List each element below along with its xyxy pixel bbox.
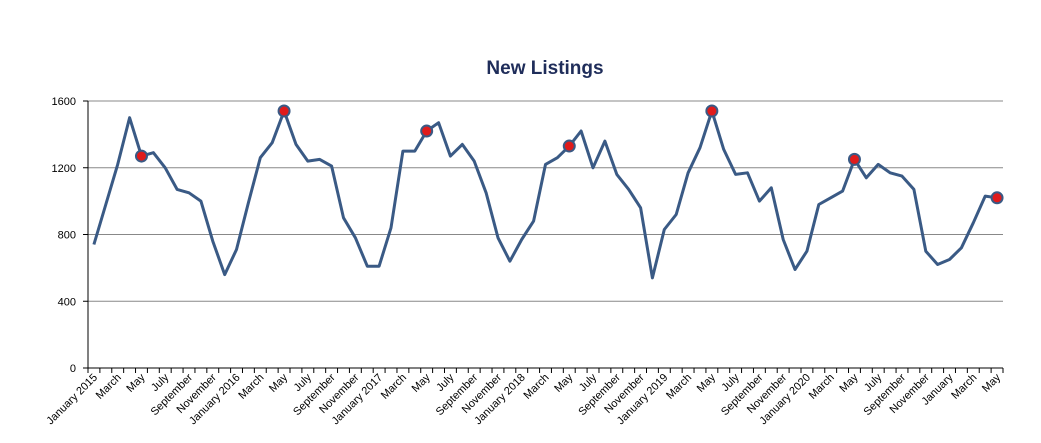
x-tick-label: January 2015 — [44, 372, 100, 428]
y-axis: 0 400 800 1200 1600 — [52, 96, 89, 375]
x-tick-label: March — [949, 372, 979, 402]
y-tick-label: 800 — [58, 230, 76, 242]
x-tick-label: May — [410, 371, 434, 395]
x-tick-label: May — [124, 371, 148, 395]
x-tick-label: March — [664, 372, 694, 402]
x-tick-label: March — [379, 372, 409, 402]
y-tick-label: 1600 — [52, 96, 76, 108]
x-tick-label: March — [94, 372, 124, 402]
y-tick-label: 1200 — [52, 163, 76, 175]
x-tick-label: May — [552, 371, 576, 395]
data-point-marker — [134, 149, 148, 163]
series-line — [92, 109, 998, 280]
data-point-marker — [847, 152, 861, 166]
data-point-marker — [277, 104, 291, 118]
data-point-marker — [705, 104, 719, 118]
x-tick-label: May — [695, 371, 719, 395]
x-tick-label: March — [522, 372, 552, 402]
y-tick-label: 400 — [58, 296, 76, 308]
x-tick-label: May — [267, 371, 291, 395]
x-tick-label: May — [837, 371, 861, 395]
x-tick-label: May — [980, 371, 1004, 395]
y-tick-label: 0 — [70, 363, 76, 375]
data-point-marker — [562, 139, 576, 153]
x-tick-label: March — [807, 372, 837, 402]
series-new-listings — [92, 109, 998, 280]
gridlines — [88, 100, 1003, 369]
highlight-markers — [134, 104, 1004, 205]
chart-title: New Listings — [486, 58, 604, 79]
data-point-marker — [420, 124, 434, 138]
x-tick-label: March — [236, 372, 266, 402]
data-point-marker — [990, 191, 1004, 205]
